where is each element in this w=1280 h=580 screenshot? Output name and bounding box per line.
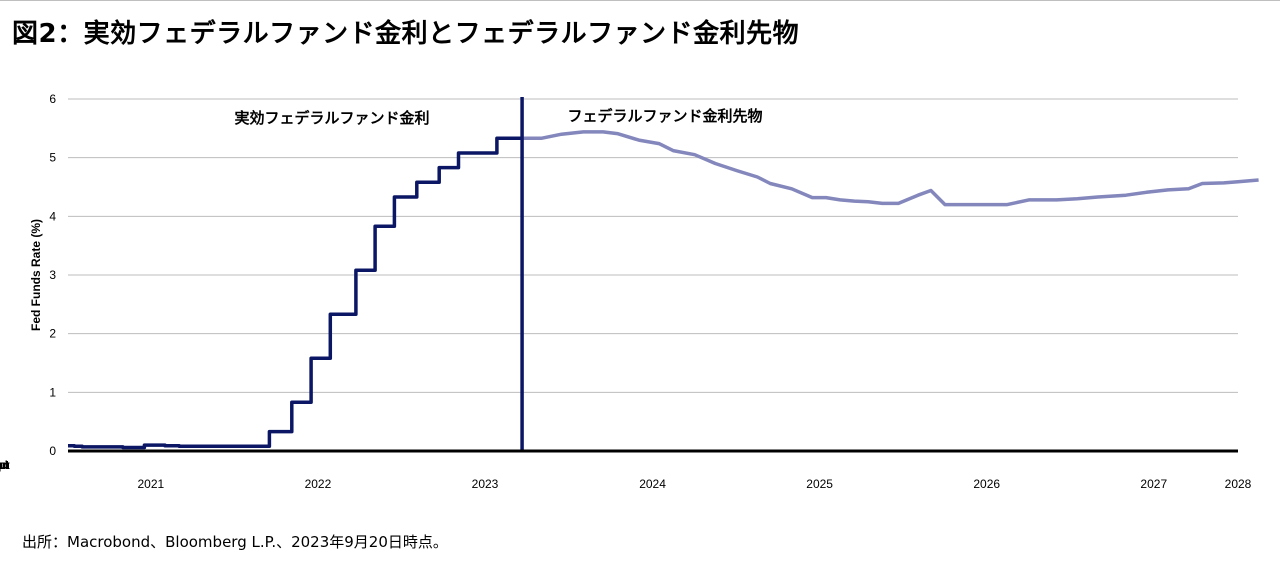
y-axis-label: Fed Funds Rate (%) (29, 219, 43, 331)
year-label: 2022 (305, 477, 332, 491)
x-tick-label: Oct (0, 458, 10, 472)
year-label: 2027 (1140, 477, 1167, 491)
x-tick-label: Oct (0, 458, 10, 472)
effective-rate-annotation: 実効フェデラルファンド金利 (234, 109, 429, 127)
y-tick-label: 5 (49, 151, 56, 165)
x-tick-label: Jul (0, 458, 8, 472)
x-tick-label: Oct (0, 458, 10, 472)
x-tick-label: Jul (0, 458, 8, 472)
x-tick-label: Apr (0, 458, 9, 472)
x-tick-label: Apr (0, 458, 9, 472)
year-labels: 2021 2022 2023 2024 2025 2026 2027 2028 (138, 477, 1252, 491)
x-tick-label: Jan (0, 458, 10, 472)
x-tick-label: Jan (0, 458, 10, 472)
x-tick-label: Jan (0, 458, 10, 472)
year-label: 2023 (472, 477, 499, 491)
x-tick-label: Apr (0, 458, 9, 472)
x-tick-label: Jan (0, 458, 10, 472)
x-tick-label: Jan (0, 458, 10, 472)
y-tick-label: 6 (49, 92, 56, 106)
x-tick-label: Apr (0, 458, 9, 472)
futures-annotation: フェデラルファンド金利先物 (567, 107, 762, 125)
year-label: 2026 (973, 477, 1000, 491)
x-tick-label: Oct (0, 458, 10, 472)
x-tick-label: Apr (0, 458, 9, 472)
x-tick-label: Jan (0, 458, 10, 472)
x-tick-label: Jul (0, 458, 8, 472)
x-tick-label: Jan (0, 458, 10, 472)
fed-funds-chart: 0 1 2 3 4 5 6 Fed Funds Rate (%) JanAprJulOctJ… (0, 92, 1259, 491)
y-tick-label: 3 (49, 268, 56, 282)
x-tick-label: Oct (0, 458, 10, 472)
x-tick-labels: JanAprJulOctJanAprJulOctJanAprJulOctJanA… (0, 458, 10, 472)
x-tick-label: Jul (0, 458, 8, 472)
year-label: 2021 (138, 477, 165, 491)
y-tick-label: 2 (49, 327, 56, 341)
chart-title: 図2：実効フェデラルファンド金利とフェデラルファンド金利先物 (12, 19, 800, 49)
y-tick-label: 4 (49, 209, 56, 223)
x-tick-label: Jul (0, 458, 8, 472)
futures-line (522, 130, 1259, 207)
source-note: 出所：Macrobond、Bloomberg L.P.、2023年9月20日時点… (22, 533, 448, 551)
year-label: 2025 (806, 477, 833, 491)
y-tick-labels: 0 1 2 3 4 5 6 (49, 92, 56, 458)
x-tick-label: Oct (0, 458, 10, 472)
y-tick-label: 1 (49, 385, 56, 399)
x-tick-label: Apr (0, 458, 9, 472)
series-lines (68, 130, 1259, 450)
effective-rate-line (68, 136, 523, 450)
top-border (0, 0, 1280, 1)
x-tick-label: Oct (0, 458, 10, 472)
x-tick-label: Apr (0, 458, 9, 472)
year-label: 2028 (1225, 477, 1252, 491)
x-tick-label: Jan (0, 458, 10, 472)
gridlines (68, 98, 1238, 393)
y-tick-label: 0 (49, 444, 56, 458)
year-label: 2024 (639, 477, 666, 491)
x-tick-label: Jul (0, 458, 8, 472)
x-tick-label: Jul (0, 458, 8, 472)
